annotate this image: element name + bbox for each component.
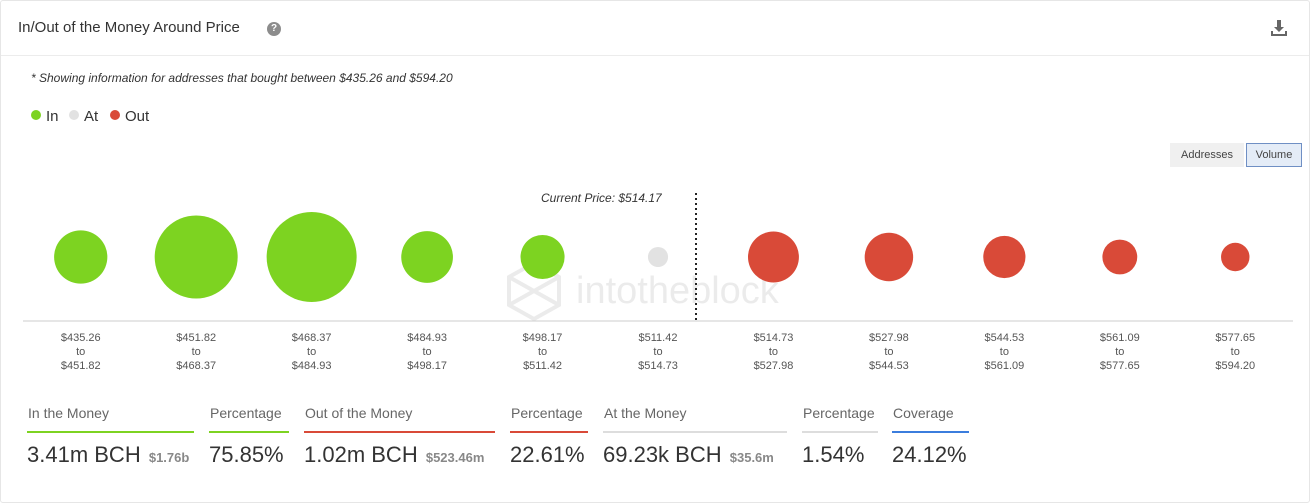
card-header: In/Out of the Money Around Price ? xyxy=(1,1,1309,56)
legend-item-in[interactable]: In xyxy=(31,108,59,125)
stat-in-percentage: Percentage 75.85% xyxy=(209,405,289,468)
tick-label: $468.37 xyxy=(176,360,216,372)
bubble-out[interactable] xyxy=(1102,239,1138,275)
tick-label-to: to xyxy=(307,346,316,358)
stat-out-of-the-money: Out of the Money 1.02m BCH $523.46m xyxy=(304,405,495,468)
download-icon[interactable] xyxy=(1269,18,1289,38)
stat-label: Percentage xyxy=(803,405,875,421)
bubble-out[interactable] xyxy=(747,231,799,283)
tick-label: $561.09 xyxy=(1100,332,1140,344)
tick-label: $577.65 xyxy=(1215,332,1255,344)
bubble-in[interactable] xyxy=(266,212,357,302)
tick-label-to: to xyxy=(422,346,431,358)
tick-label: $468.37 xyxy=(292,332,332,344)
stat-label: Percentage xyxy=(511,405,583,421)
tick-label: $594.20 xyxy=(1215,360,1255,372)
bubble-in[interactable] xyxy=(520,234,565,280)
tick-label: $577.65 xyxy=(1100,360,1140,372)
tick-label-to: to xyxy=(1000,346,1009,358)
stat-at-the-money: At the Money 69.23k BCH $35.6m xyxy=(603,405,787,468)
watermark: intotheblock xyxy=(507,260,780,322)
tick-label: $544.53 xyxy=(984,332,1024,344)
tick-label: $527.98 xyxy=(754,360,794,372)
tick-label-to: to xyxy=(192,346,201,358)
current-price-label: Current Price: $514.17 xyxy=(541,191,663,205)
watermark-text: intotheblock xyxy=(576,270,780,312)
stat-value: 22.61% xyxy=(510,442,585,467)
tick-label-to: to xyxy=(1115,346,1124,358)
stat-at-percentage: Percentage 1.54% xyxy=(802,405,878,468)
tick-label-to: to xyxy=(884,346,893,358)
tick-label: $451.82 xyxy=(176,332,216,344)
legend-label-in: In xyxy=(46,108,59,125)
tick-label: $544.53 xyxy=(869,360,909,372)
stat-underline xyxy=(304,431,495,433)
tick-label-to: to xyxy=(653,346,662,358)
stat-underline xyxy=(27,431,194,433)
tick-label-to: to xyxy=(538,346,547,358)
tick-label: $484.93 xyxy=(292,360,332,372)
legend-label-at: At xyxy=(84,108,99,125)
stat-out-percentage: Percentage 22.61% xyxy=(510,405,588,468)
bubble-in[interactable] xyxy=(401,231,453,283)
bubble-at[interactable] xyxy=(647,246,669,268)
stat-underline xyxy=(802,431,878,433)
tick-label: $514.73 xyxy=(754,332,794,344)
tick-label: $511.42 xyxy=(639,332,678,344)
bubble-out[interactable] xyxy=(864,232,914,282)
stat-value: 24.12% xyxy=(892,442,967,467)
tick-label: $511.42 xyxy=(523,360,562,372)
volume-toggle-button[interactable]: Volume xyxy=(1246,143,1302,167)
legend-label-out: Out xyxy=(125,108,150,125)
tick-label: $435.26 xyxy=(61,332,101,344)
addresses-toggle-button[interactable]: Addresses xyxy=(1170,143,1244,167)
legend-dot-out xyxy=(110,110,120,120)
stat-label: Percentage xyxy=(210,405,282,421)
tick-label: $498.17 xyxy=(523,332,563,344)
tick-label-to: to xyxy=(1231,346,1240,358)
range-note: * Showing information for addresses that… xyxy=(31,71,453,85)
tick-label-to: to xyxy=(76,346,85,358)
card-title: In/Out of the Money Around Price xyxy=(18,19,240,36)
legend-dot-at xyxy=(69,110,79,120)
tick-label: $498.17 xyxy=(407,360,447,372)
bubble-out[interactable] xyxy=(983,235,1026,279)
legend-item-at[interactable]: At xyxy=(69,108,98,125)
stat-value: 1.02m BCH $523.46m xyxy=(304,442,485,467)
bubble-out[interactable] xyxy=(1221,242,1250,272)
stat-value: 69.23k BCH $35.6m xyxy=(603,442,774,467)
stat-label: Coverage xyxy=(893,405,954,421)
stat-underline xyxy=(510,431,588,433)
stat-value: 3.41m BCH $1.76b xyxy=(27,442,190,467)
stat-coverage: Coverage 24.12% xyxy=(892,405,969,468)
stat-label: At the Money xyxy=(604,405,687,421)
tick-label: $514.73 xyxy=(638,360,678,372)
tick-label: $451.82 xyxy=(61,360,101,372)
stat-underline xyxy=(892,431,969,433)
bubble-in[interactable] xyxy=(54,230,108,284)
legend-item-out[interactable]: Out xyxy=(110,108,149,125)
stat-in-the-money: In the Money 3.41m BCH $1.76b xyxy=(27,405,194,468)
bubble-in[interactable] xyxy=(154,215,238,299)
stat-underline xyxy=(603,431,787,433)
tick-label: $484.93 xyxy=(407,332,447,344)
watermark-logo-icon xyxy=(507,260,561,322)
help-icon[interactable]: ? xyxy=(267,22,281,36)
stat-value: 1.54% xyxy=(802,442,865,467)
tick-label: $561.09 xyxy=(984,360,1024,372)
stat-underline xyxy=(209,431,289,433)
tick-label-to: to xyxy=(769,346,778,358)
stat-label: In the Money xyxy=(28,405,109,421)
stat-label: Out of the Money xyxy=(305,405,413,421)
bubble-chart: intotheblock $435.26 to $451.82 $451.82 to $4… xyxy=(23,191,1293,372)
tick-label: $527.98 xyxy=(869,332,909,344)
legend-dot-in xyxy=(31,110,41,120)
stat-value: 75.85% xyxy=(209,442,284,467)
